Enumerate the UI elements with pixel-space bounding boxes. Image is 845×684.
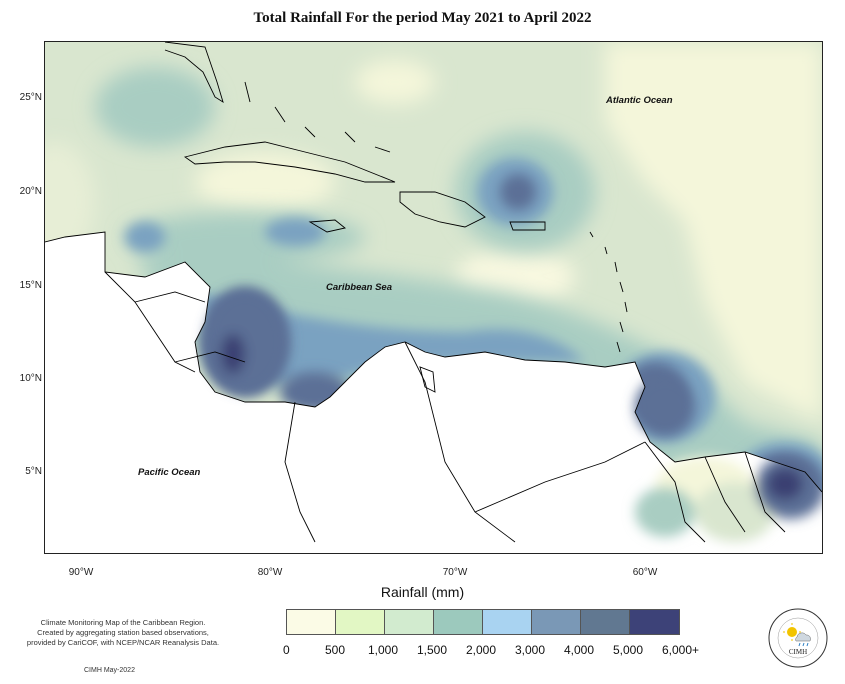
- legend-tick-3000: 3,000: [515, 643, 546, 657]
- pacific-ocean-label: Pacific Ocean: [138, 467, 201, 478]
- lat-label-25n: 25°N: [19, 92, 42, 103]
- lon-label-70w: 70°W: [442, 567, 468, 578]
- legend-swatch-6: [581, 610, 630, 634]
- legend-tick-5000: 5,000: [613, 643, 644, 657]
- legend-tick-4000: 4,000: [564, 643, 595, 657]
- legend-tick-1500: 1,500: [417, 643, 448, 657]
- legend-tick-2000: 2,000: [466, 643, 497, 657]
- rainfall-map-canvas: [45, 42, 822, 553]
- lat-label-10n: 10°N: [19, 373, 42, 384]
- legend-swatch-5: [532, 610, 581, 634]
- legend-swatch-2: [385, 610, 434, 634]
- legend-swatch-0: [287, 610, 336, 634]
- legend-color-bar: [286, 609, 680, 635]
- footer-note: Climate Monitoring Map of the Caribbean …: [18, 618, 228, 648]
- caribbean-sea-label: Caribbean Sea: [326, 282, 392, 293]
- sun-cloud-rain-icon: CIMH: [768, 608, 828, 668]
- footer-note-line-1: Climate Monitoring Map of the Caribbean …: [40, 618, 206, 627]
- legend-tick-6000-plus: 6,000+: [662, 643, 700, 657]
- legend-swatch-4: [483, 610, 532, 634]
- cimh-logo: CIMH: [767, 607, 829, 669]
- legend-tick-500: 500: [325, 643, 346, 657]
- footer-note-line-2: Created by aggregating station based obs…: [37, 628, 209, 637]
- footer-note-line-3: provided by CariCOF, with NCEP/NCAR Rean…: [26, 638, 220, 647]
- lat-label-5n: 5°N: [25, 466, 42, 477]
- legend-swatch-7: [630, 610, 679, 634]
- atlantic-ocean-label: Atlantic Ocean: [606, 95, 673, 106]
- legend-tick-1000: 1,000: [368, 643, 399, 657]
- lat-label-15n: 15°N: [19, 280, 42, 291]
- logo-text: CIMH: [789, 648, 807, 656]
- lon-label-80w: 80°W: [257, 567, 283, 578]
- legend-axis-title: Rainfall (mm): [380, 584, 465, 600]
- rainfall-map: [44, 41, 823, 554]
- legend-swatch-3: [434, 610, 483, 634]
- legend-swatch-1: [336, 610, 385, 634]
- map-title: Total Rainfall For the period May 2021 t…: [253, 10, 592, 26]
- footer-date: CIMH May-2022: [84, 667, 135, 674]
- lon-label-60w: 60°W: [632, 567, 658, 578]
- lat-label-20n: 20°N: [19, 186, 42, 197]
- lon-label-90w: 90°W: [68, 567, 94, 578]
- legend-tick-0: 0: [283, 643, 290, 657]
